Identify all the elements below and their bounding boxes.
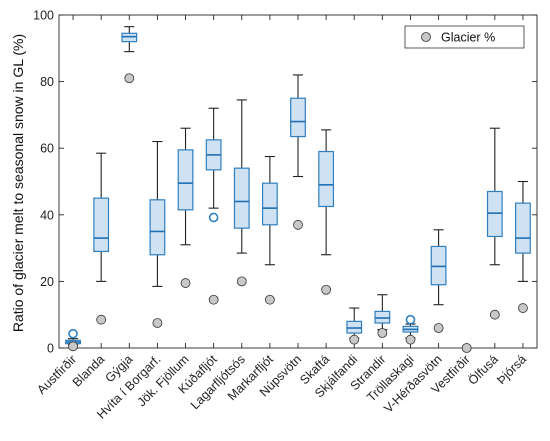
box-13 [430,229,447,306]
outlier-point [405,314,416,325]
glacier-point [152,318,163,328]
iqr-box [346,320,363,334]
iqr-box [121,32,138,43]
plot-border [58,14,538,349]
iqr-box [430,245,447,286]
box-12 [402,314,419,339]
x-tick-label: Þjórsá [494,352,529,387]
box-8 [290,74,306,178]
outlier-point [68,328,78,339]
box-3 [149,140,166,287]
glacier-point [236,276,247,287]
x-tick-label: Ölfusá [465,352,500,387]
legend-box [404,25,525,49]
legend: Glacier % [404,25,525,49]
glacier-point [489,309,500,320]
glacier-point [180,278,191,288]
glacier-point [124,73,135,84]
glacier-point [96,314,107,325]
y-tick-label: 100 [33,9,54,23]
box-5 [205,107,222,223]
glacier-point [208,294,219,305]
glacier-percent-series [68,73,528,353]
iqr-box [318,150,335,208]
iqr-box [149,199,166,256]
plot-area [58,14,538,349]
y-tick-label: 0 [47,342,54,356]
glacier-point [321,284,332,295]
x-tick-label: Austfirðir [34,352,79,397]
y-tick-label: 80 [40,75,54,89]
box-4 [177,127,194,246]
legend-glacier-label: Glacier % [441,31,495,45]
iqr-box [233,167,250,229]
glacier-point [377,328,388,338]
iqr-box [93,197,110,253]
iqr-box [177,149,194,211]
glacier-point [264,294,275,305]
iqr-box [290,97,306,138]
y-axis-title: Ratio of glacier melt to seasonal snow i… [10,34,26,332]
glacier-point [68,341,78,352]
legend-glacier-marker [421,32,431,42]
box-9 [318,129,335,256]
glacier-point [405,334,416,345]
box-1 [93,152,110,282]
box-2 [121,26,138,53]
iqr-box [515,202,531,254]
glacier-point [349,334,360,345]
box-15 [486,127,503,266]
glacier-point [293,219,303,230]
y-tick-label: 20 [40,275,54,289]
x-tick-label: Blanda [70,352,107,389]
box-7 [261,155,278,266]
box-6 [233,99,250,254]
outlier-point [208,212,219,223]
iqr-box [486,190,503,238]
y-tick-label: 40 [40,208,54,222]
box-11 [374,294,391,331]
glacier-point [433,323,444,333]
glacier-point [518,303,528,313]
y-axis: 0 20 40 60 80 100 [33,9,537,356]
iqr-box [261,182,278,226]
glacier-point [461,343,472,353]
box-10 [346,307,363,339]
iqr-box [374,310,391,324]
y-tick-label: 60 [40,142,54,156]
box-16 [515,180,531,282]
box-series [65,26,531,346]
